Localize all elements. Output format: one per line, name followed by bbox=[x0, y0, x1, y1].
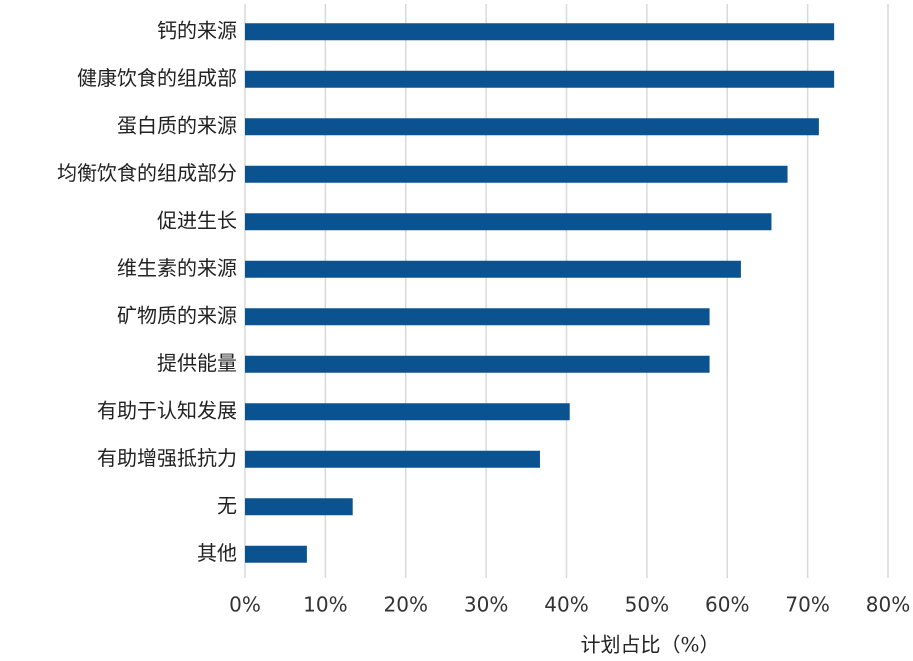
x-tick-label: 70% bbox=[785, 593, 829, 617]
y-tick-label: 其他 bbox=[197, 541, 237, 565]
y-tick-label: 促进生长 bbox=[157, 208, 237, 232]
bar bbox=[245, 213, 772, 231]
bar bbox=[245, 165, 788, 183]
bar bbox=[245, 70, 835, 88]
x-tick-label: 50% bbox=[625, 593, 669, 617]
x-tick-label: 80% bbox=[866, 593, 910, 617]
y-tick-label: 健康饮食的组成部 bbox=[77, 66, 237, 90]
y-tick-label: 矿物质的来源 bbox=[117, 303, 237, 327]
y-tick-label: 有助于认知发展 bbox=[97, 398, 237, 422]
y-tick-label: 维生素的来源 bbox=[117, 256, 237, 280]
y-tick-label: 无 bbox=[217, 493, 237, 517]
bar bbox=[245, 355, 710, 373]
bar bbox=[245, 450, 540, 468]
bar bbox=[245, 403, 570, 421]
x-tick-label: 40% bbox=[544, 593, 588, 617]
y-tick-label: 钙的来源 bbox=[157, 18, 237, 42]
y-tick-label: 均衡饮食的组成部分 bbox=[57, 161, 237, 185]
y-tick-label: 有助增强抵抗力 bbox=[97, 446, 237, 470]
x-tick-label: 0% bbox=[229, 593, 261, 617]
bar bbox=[245, 498, 353, 516]
bar bbox=[245, 308, 710, 326]
x-tick-label: 20% bbox=[384, 593, 428, 617]
x-tick-label: 30% bbox=[464, 593, 508, 617]
y-tick-label: 蛋白质的来源 bbox=[117, 113, 237, 137]
x-axis-label: 计划占比（%） bbox=[580, 633, 719, 657]
bar bbox=[245, 545, 307, 563]
bar bbox=[245, 118, 819, 136]
bar bbox=[245, 23, 835, 41]
x-tick-label: 60% bbox=[705, 593, 749, 617]
y-tick-label: 提供能量 bbox=[157, 351, 237, 375]
bar bbox=[245, 260, 741, 278]
x-tick-label: 10% bbox=[303, 593, 347, 617]
